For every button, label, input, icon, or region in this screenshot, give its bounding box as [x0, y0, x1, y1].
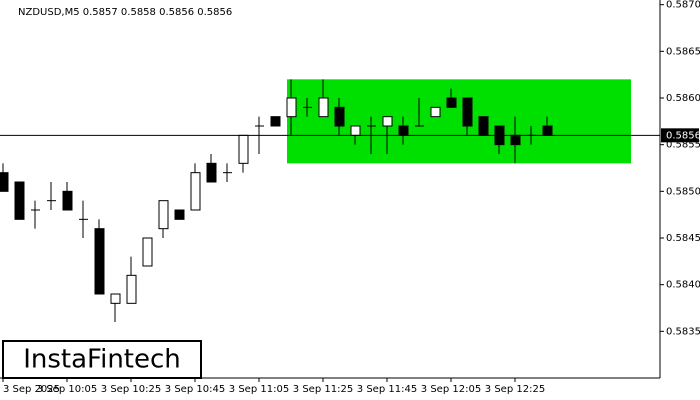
candle-body — [174, 209, 185, 220]
current-price-label: 0.5856 — [666, 130, 700, 141]
candle-body — [478, 116, 489, 136]
y-tick-label: 0.5850 — [666, 186, 700, 197]
x-tick-label: 3 Sep 10:25 — [101, 384, 161, 395]
logo-box — [2, 340, 202, 379]
x-tick-label: 3 Sep 10:05 — [37, 384, 97, 395]
y-tick-label: 0.5855 — [666, 140, 700, 151]
y-tick-label: 0.5870 — [666, 0, 700, 11]
current-price-box — [661, 128, 699, 143]
candle-body — [62, 190, 73, 211]
y-tick-label: 0.5845 — [666, 233, 700, 244]
candle-body — [110, 293, 121, 304]
y-tick-label: 0.5835 — [666, 326, 700, 337]
x-tick-label: 3 Sep 12:05 — [421, 384, 481, 395]
candle-body — [350, 125, 361, 136]
candle-body — [446, 97, 457, 108]
x-tick-label: 3 Sep 11:25 — [293, 384, 353, 395]
candle-body — [318, 97, 329, 118]
candle-body — [462, 97, 473, 127]
candle-body — [14, 181, 25, 220]
candle-body — [190, 172, 201, 211]
candle-body — [126, 274, 137, 304]
x-tick-label: 3 Sep 11:45 — [357, 384, 417, 395]
candle-body — [0, 172, 9, 192]
candle-body — [142, 237, 153, 267]
candle-body — [286, 97, 297, 118]
x-tick-label: 3 Sep 12:25 — [485, 384, 545, 395]
x-tick-label: 3 Sep 11:05 — [229, 384, 289, 395]
candle-body — [542, 125, 553, 136]
y-tick-label: 0.5860 — [666, 93, 700, 104]
x-tick-label: 3 Sep 10:45 — [165, 384, 225, 395]
candle-body — [510, 134, 521, 146]
y-tick-label: 0.5840 — [666, 280, 700, 291]
y-tick-label: 0.5865 — [666, 46, 700, 57]
candle-body — [398, 125, 409, 136]
chart-title: NZDUSD,M5 0.5857 0.5858 0.5856 0.5856 — [18, 7, 232, 18]
x-tick-label: 3 Sep 2025 — [3, 384, 60, 395]
logo: InstaFintech — [23, 345, 181, 375]
candle-body — [206, 162, 217, 183]
candle-body — [430, 106, 441, 118]
candle-body — [270, 116, 281, 127]
candle-body — [94, 228, 105, 295]
candle-body — [334, 106, 345, 127]
candle-body — [382, 116, 393, 127]
candle-body — [238, 134, 249, 164]
candle-body — [158, 200, 169, 230]
